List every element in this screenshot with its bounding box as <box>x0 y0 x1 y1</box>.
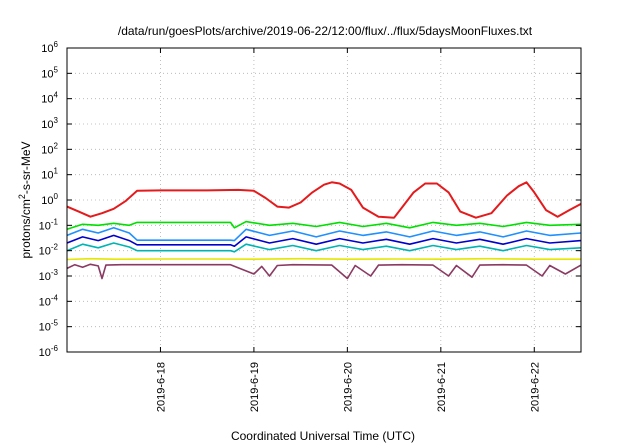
y-tick-label: 102 <box>41 141 58 156</box>
y-tick-label-base: 10 <box>41 68 53 80</box>
x-tick-label: 2019-6-22 <box>529 362 541 412</box>
y-tick-label-base: 10 <box>39 347 51 359</box>
y-tick-label: 106 <box>41 40 58 55</box>
y-axis-label-sup: 2 <box>17 194 27 199</box>
y-tick-label-base: 10 <box>41 43 53 55</box>
series-lines <box>66 181 582 280</box>
y-tick-label-exp: -5 <box>51 319 59 328</box>
y-tick-label-base: 10 <box>41 94 53 106</box>
series-line-7 <box>66 263 582 280</box>
series-line-1 <box>66 181 582 219</box>
y-tick-label: 10-1 <box>39 217 59 232</box>
x-tick-label: 2019-6-20 <box>342 362 354 412</box>
y-tick-label-exp: -4 <box>51 293 59 302</box>
y-axis-label-pre: protons/cm <box>19 199 33 258</box>
y-tick-label-base: 10 <box>41 144 53 156</box>
y-tick-label: 105 <box>41 65 58 80</box>
y-tick-label: 10-3 <box>39 268 59 283</box>
y-tick-label-base: 10 <box>39 246 51 258</box>
y-tick-label-base: 10 <box>41 170 53 182</box>
y-tick-label-exp: -3 <box>51 268 59 277</box>
y-tick-label-exp: 3 <box>54 116 59 125</box>
y-tick-label-exp: -1 <box>51 217 59 226</box>
x-tick-label: 2019-6-19 <box>249 362 261 412</box>
y-tick-label: 100 <box>41 192 58 207</box>
series-line-5 <box>66 242 582 253</box>
y-tick-label-exp: 0 <box>54 192 59 201</box>
series-line-4 <box>66 234 582 247</box>
y-tick-label: 10-2 <box>39 243 59 258</box>
series-line-3 <box>66 227 582 242</box>
y-axis-label-post: -s-sr-MeV <box>19 141 33 194</box>
y-tick-label-exp: 2 <box>54 141 59 150</box>
y-tick-label: 10-5 <box>39 319 59 334</box>
x-axis-label: Coordinated Universal Time (UTC) <box>231 429 415 443</box>
y-tick-label: 104 <box>41 91 58 106</box>
y-tick-label-base: 10 <box>39 220 51 232</box>
y-tick-label: 101 <box>41 167 58 182</box>
chart-title: /data/run/goesPlots/archive/2019-06-22/1… <box>118 24 533 38</box>
y-axis-label: protons/cm2-s-sr-MeV <box>17 141 33 258</box>
series-line-6 <box>66 257 581 261</box>
x-tick-label: 2019-6-18 <box>155 362 167 412</box>
y-tick-label-exp: 5 <box>54 65 59 74</box>
y-tick-label-base: 10 <box>39 271 51 283</box>
y-axis: 10-610-510-410-310-210-11001011021031041… <box>39 40 581 359</box>
series-line-2 <box>66 220 582 231</box>
y-tick-label-exp: 1 <box>54 167 59 176</box>
y-tick-label-exp: -6 <box>51 344 59 353</box>
y-tick-label-exp: 6 <box>54 40 59 49</box>
x-axis: 2019-6-18 2019-6-19 2019-6-20 2019-6-21 2019… <box>155 48 541 412</box>
x-tick-label: 2019-6-21 <box>436 362 448 412</box>
y-tick-label-exp: 4 <box>54 91 59 100</box>
y-tick-label: 103 <box>41 116 58 131</box>
y-tick-label-base: 10 <box>41 119 53 131</box>
y-tick-label: 10-6 <box>39 344 59 359</box>
y-tick-label: 10-4 <box>39 293 59 308</box>
y-tick-label-base: 10 <box>41 195 53 207</box>
y-tick-label-base: 10 <box>39 322 51 334</box>
y-tick-label-exp: -2 <box>51 243 59 252</box>
y-tick-label-base: 10 <box>39 296 51 308</box>
